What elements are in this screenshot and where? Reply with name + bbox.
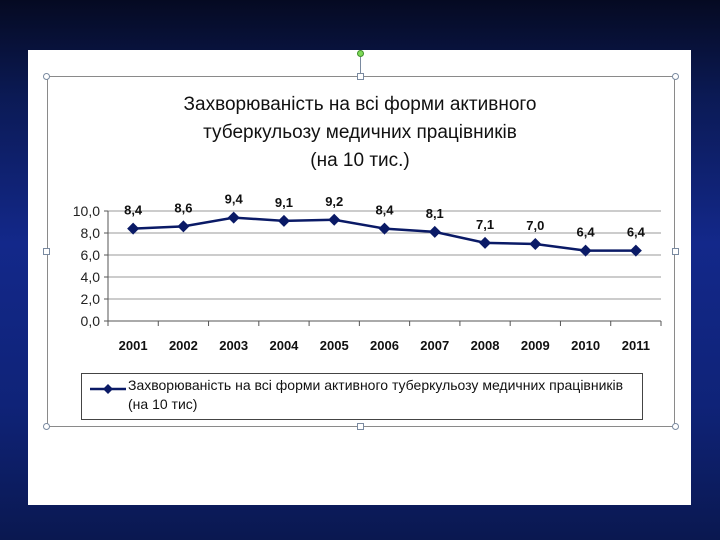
- data-point-marker: [428, 225, 441, 238]
- data-value-label: 9,2: [325, 194, 343, 209]
- chart-frame[interactable]: [47, 76, 675, 427]
- data-value-label: 8,6: [174, 200, 192, 215]
- data-value-label: 7,1: [476, 217, 494, 232]
- data-value-label: 9,4: [225, 192, 244, 207]
- data-point-marker: [127, 222, 140, 235]
- rotate-handle-stem: [360, 57, 361, 73]
- x-tick-label: 2003: [219, 338, 248, 353]
- legend-marker-icon: [90, 384, 126, 394]
- x-axis: 2001 2002 2003 2004 2005 2006 2007 2008 2009 2010…: [107, 321, 662, 353]
- data-value-label: 6,4: [577, 225, 596, 240]
- data-point-marker: [227, 211, 240, 224]
- legend: Захворюваність на всі форми активного ту…: [81, 373, 643, 420]
- x-tick-label: 2010: [571, 338, 600, 353]
- data-point-marker: [378, 222, 391, 235]
- data-value-label: 6,4: [627, 225, 646, 240]
- y-tick-label: 2,0: [81, 291, 101, 307]
- data-value-label: 8,1: [426, 206, 444, 221]
- x-tick-label: 2009: [521, 338, 550, 353]
- y-tick-label: 8,0: [81, 225, 101, 241]
- resize-handle-top[interactable]: [357, 73, 364, 80]
- chart-title-line-3: (на 10 тис.): [310, 150, 410, 171]
- resize-handle-bottom-right[interactable]: [672, 423, 679, 430]
- resize-handle-bottom[interactable]: [357, 423, 364, 430]
- resize-handle-top-right[interactable]: [672, 73, 679, 80]
- data-value-label: 8,4: [375, 203, 394, 218]
- data-point-marker: [529, 238, 542, 250]
- data-point-marker: [579, 244, 592, 257]
- chart-title-line-1: Захворюваність на всі форми активного: [184, 94, 537, 115]
- data-value-label: 7,0: [526, 218, 544, 233]
- legend-label: Захворюваність на всі форми активного ту…: [128, 377, 624, 412]
- rotate-handle[interactable]: [357, 50, 364, 57]
- series-line: [127, 211, 642, 257]
- y-axis: 0,0 2,0 4,0 6,0 8,0 10,0: [73, 203, 109, 329]
- data-point-marker: [277, 214, 290, 227]
- data-point-marker: [177, 220, 190, 233]
- x-tick-label: 2011: [622, 338, 650, 353]
- y-tick-label: 4,0: [81, 269, 101, 285]
- x-tick-label: 2005: [320, 338, 349, 353]
- data-value-label: 8,4: [124, 203, 143, 218]
- chart-title: Захворюваність на всі форми активного ту…: [184, 94, 537, 171]
- y-tick-label: 0,0: [81, 313, 101, 329]
- x-tick-label: 2004: [269, 338, 299, 353]
- y-tick-label: 10,0: [73, 203, 100, 219]
- x-tick-label: 2008: [471, 338, 500, 353]
- data-value-label: 9,1: [275, 195, 293, 210]
- resize-handle-left[interactable]: [43, 248, 50, 255]
- x-tick-label: 2006: [370, 338, 399, 353]
- data-labels: 8,4 8,6 9,4 9,1 9,2 8,4 8,1 7,1 7,0 6,4 6,4: [124, 192, 646, 240]
- resize-handle-top-left[interactable]: [43, 73, 50, 80]
- y-tick-label: 6,0: [81, 247, 101, 263]
- data-point-marker: [328, 213, 341, 226]
- resize-handle-bottom-left[interactable]: [43, 423, 50, 430]
- x-tick-label: 2001: [119, 338, 148, 353]
- data-point-marker: [479, 236, 492, 249]
- chart-title-line-2: туберкульозу медичних працівників: [203, 122, 517, 143]
- x-tick-label: 2002: [169, 338, 198, 353]
- resize-handle-right[interactable]: [672, 248, 679, 255]
- data-point-marker: [629, 244, 642, 257]
- x-tick-label: 2007: [420, 338, 449, 353]
